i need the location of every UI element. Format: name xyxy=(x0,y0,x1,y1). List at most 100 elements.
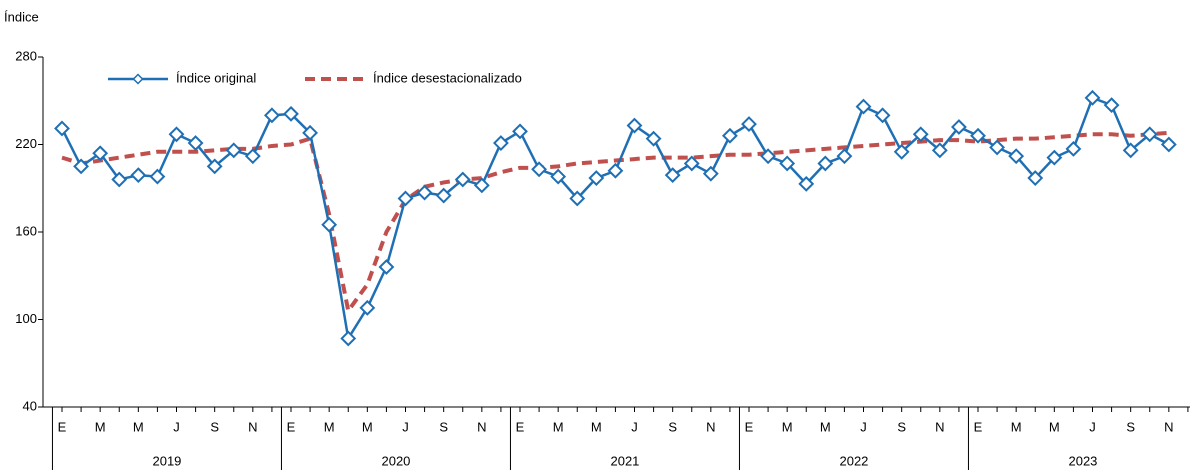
y-tick-label: 100 xyxy=(15,311,37,326)
data-point xyxy=(550,168,567,185)
data-point xyxy=(836,148,853,165)
data-point xyxy=(302,124,318,141)
data-point xyxy=(378,259,395,275)
data-point xyxy=(493,135,509,151)
x-tick-label: J xyxy=(173,419,180,434)
x-tick-label: N xyxy=(706,419,715,434)
data-point xyxy=(340,330,357,347)
data-point xyxy=(512,123,528,140)
x-tick-label: M xyxy=(1011,419,1022,434)
data-point xyxy=(1008,148,1025,165)
x-tick-label: M xyxy=(553,419,564,434)
x-tick-label: J xyxy=(1089,419,1096,434)
data-point xyxy=(283,105,299,122)
y-tick-label: 160 xyxy=(15,223,37,238)
x-tick-label: E xyxy=(516,419,525,434)
data-point xyxy=(989,139,1005,156)
data-point xyxy=(951,119,967,135)
x-tick-label: J xyxy=(631,419,638,434)
data-point xyxy=(187,135,204,151)
data-point xyxy=(531,161,547,178)
year-label: 2021 xyxy=(610,453,639,468)
year-label: 2023 xyxy=(1068,453,1097,468)
data-point xyxy=(1103,97,1120,114)
data-point xyxy=(779,155,796,172)
x-tick-label: N xyxy=(1164,419,1173,434)
data-point xyxy=(321,216,338,233)
x-tick-label: M xyxy=(362,419,373,434)
year-label: 2019 xyxy=(152,453,181,468)
data-point xyxy=(1160,136,1177,153)
series-line xyxy=(60,96,1170,342)
data-point xyxy=(73,158,89,175)
x-tick-label: S xyxy=(1126,419,1135,434)
x-tick-label: E xyxy=(58,419,67,434)
data-point xyxy=(454,171,471,188)
data-point xyxy=(397,190,414,207)
x-tick-label: M xyxy=(782,419,793,434)
x-tick-label: J xyxy=(860,419,867,434)
data-point xyxy=(149,168,166,185)
data-point xyxy=(111,171,128,188)
data-point xyxy=(1141,126,1158,143)
data-point xyxy=(588,170,605,186)
x-tick-label: N xyxy=(935,419,944,434)
data-point xyxy=(645,130,662,147)
data-point xyxy=(912,126,929,143)
data-point xyxy=(874,107,891,124)
data-point xyxy=(741,116,757,132)
legend-label: Índice desestacionalizado xyxy=(373,70,522,85)
x-tick-label: E xyxy=(745,419,754,434)
data-point xyxy=(817,155,834,172)
x-tick-label: E xyxy=(287,419,296,434)
x-tick-label: S xyxy=(210,419,219,434)
data-point xyxy=(569,190,586,207)
year-label: 2022 xyxy=(839,453,868,468)
data-point xyxy=(168,126,185,143)
x-tick-label: E xyxy=(974,419,983,434)
data-point xyxy=(206,158,223,175)
data-point xyxy=(722,127,738,144)
legend-marker xyxy=(132,73,144,85)
x-tick-label: N xyxy=(477,419,486,434)
data-point xyxy=(473,177,490,194)
x-tick-label: N xyxy=(248,419,257,434)
x-tick-label: M xyxy=(591,419,602,434)
data-point xyxy=(435,187,452,204)
data-point xyxy=(683,155,700,172)
data-point xyxy=(54,120,70,137)
data-point xyxy=(1122,142,1139,159)
data-point xyxy=(760,148,776,165)
data-point xyxy=(893,143,910,160)
x-tick-label: J xyxy=(402,419,409,434)
x-tick-label: M xyxy=(95,419,106,434)
y-tick-label: 280 xyxy=(15,48,37,63)
data-point xyxy=(702,165,719,182)
data-point xyxy=(855,98,872,115)
legend-label: Índice original xyxy=(176,70,256,85)
data-point xyxy=(130,167,147,184)
data-point xyxy=(664,167,681,184)
x-tick-label: M xyxy=(324,419,335,434)
x-tick-label: M xyxy=(1049,419,1060,434)
data-point xyxy=(1027,170,1044,186)
data-point xyxy=(264,107,280,124)
year-label: 2020 xyxy=(381,453,410,468)
data-point xyxy=(225,142,242,159)
data-point xyxy=(626,117,643,134)
data-point xyxy=(607,162,624,179)
y-tick-label: 40 xyxy=(23,398,37,413)
data-point xyxy=(970,127,986,144)
data-point xyxy=(244,148,261,165)
x-tick-label: S xyxy=(439,419,448,434)
data-point xyxy=(1046,149,1063,166)
x-tick-label: S xyxy=(897,419,906,434)
data-point xyxy=(416,184,433,201)
data-point xyxy=(92,145,109,162)
x-tick-label: M xyxy=(133,419,144,434)
y-axis-label: Índice xyxy=(4,9,39,24)
data-point xyxy=(1065,140,1082,157)
data-point xyxy=(798,175,815,192)
